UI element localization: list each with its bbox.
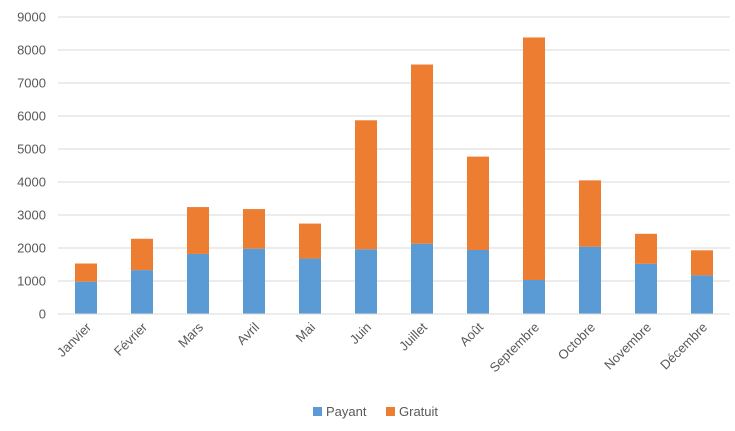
bar-gratuit-8 — [523, 37, 545, 281]
bar-payant-5 — [355, 249, 377, 314]
bar-payant-1 — [131, 270, 153, 314]
x-tick-label: Février — [111, 319, 151, 359]
bar-payant-8 — [523, 280, 545, 314]
bar-payant-2 — [187, 253, 209, 314]
bar-payant-11 — [691, 275, 713, 314]
legend-label-payant: Payant — [326, 404, 367, 419]
gridlines — [58, 16, 730, 282]
bar-gratuit-5 — [355, 120, 377, 250]
x-tick-label: Juin — [347, 320, 374, 347]
x-tick-label: Juillet — [396, 319, 430, 353]
x-tick-label: Décembre — [657, 320, 710, 373]
y-tick-label: 7000 — [17, 76, 46, 91]
x-tick-label: Avril — [234, 319, 262, 347]
y-tick-label: 5000 — [17, 142, 46, 157]
bars — [75, 37, 713, 314]
bar-payant-3 — [243, 248, 265, 314]
x-tick-label: Mai — [293, 319, 318, 344]
x-tick-label: Septembre — [487, 320, 543, 376]
bar-payant-6 — [411, 243, 433, 314]
y-tick-label: 9000 — [17, 10, 46, 25]
x-tick-label: Mars — [175, 319, 206, 350]
bar-gratuit-7 — [467, 156, 489, 250]
bar-gratuit-10 — [635, 233, 657, 264]
y-tick-label: 2000 — [17, 241, 46, 256]
y-tick-label: 0 — [39, 307, 46, 322]
bar-gratuit-4 — [299, 223, 321, 259]
bar-payant-7 — [467, 249, 489, 314]
x-tick-label: Octobre — [555, 320, 598, 363]
y-tick-label: 1000 — [17, 274, 46, 289]
y-tick-label: 6000 — [17, 109, 46, 124]
bar-payant-4 — [299, 258, 321, 314]
bar-gratuit-1 — [131, 238, 153, 271]
legend-swatch-gratuit — [386, 407, 395, 416]
bar-gratuit-11 — [691, 250, 713, 276]
bar-gratuit-6 — [411, 64, 433, 244]
y-tick-label: 8000 — [17, 43, 46, 58]
x-tick-label: Janvier — [54, 319, 95, 360]
bar-gratuit-9 — [579, 180, 601, 247]
legend: Payant Gratuit — [313, 404, 438, 419]
y-tick-label: 3000 — [17, 208, 46, 223]
bar-payant-0 — [75, 281, 97, 314]
y-tick-label: 4000 — [17, 175, 46, 190]
x-tick-label: Novembre — [601, 320, 654, 373]
bar-gratuit-2 — [187, 207, 209, 254]
bar-payant-9 — [579, 246, 601, 314]
y-axis-tick-labels: 0 1000 2000 3000 4000 5000 6000 7000 8000 9000 — [17, 10, 46, 322]
x-axis-tick-labels: Janvier Février Mars Avril Mai Juin Juillet Aoû… — [54, 319, 710, 375]
bar-payant-10 — [635, 263, 657, 314]
legend-swatch-payant — [313, 407, 322, 416]
x-tick-label: Août — [457, 319, 487, 349]
legend-label-gratuit: Gratuit — [399, 404, 438, 419]
bar-gratuit-0 — [75, 263, 97, 282]
bar-gratuit-3 — [243, 209, 265, 249]
